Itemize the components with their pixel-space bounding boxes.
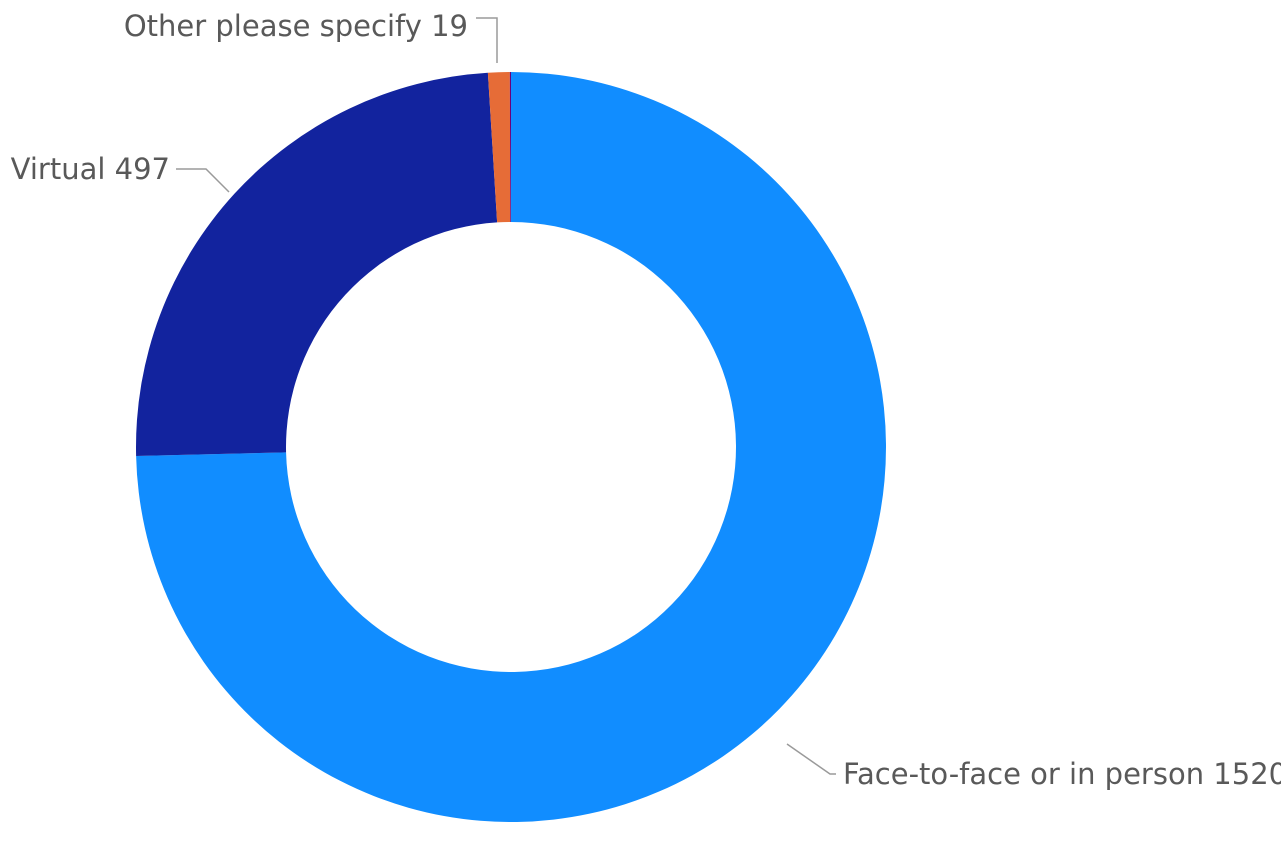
data-label-virtual: Virtual 497	[11, 152, 170, 186]
data-labels-layer: Face-to-face or in person 1520 Virtual 4…	[11, 9, 1281, 791]
leader-line-other	[476, 17, 498, 63]
slice-virtual[interactable]	[136, 72, 498, 456]
slice-other-please-specify[interactable]	[487, 72, 511, 223]
slices-layer	[136, 72, 886, 823]
data-label-other: Other please specify 19	[124, 9, 468, 43]
slice-face-to-face-or-in-person[interactable]	[136, 72, 886, 823]
leader-lines-layer	[176, 17, 836, 775]
slice-unlabeled-3[interactable]	[509, 72, 511, 223]
leader-line-virtual	[176, 168, 230, 193]
data-label-face-to-face: Face-to-face or in person 1520	[843, 757, 1281, 791]
leader-line-face-to-face	[786, 743, 836, 775]
